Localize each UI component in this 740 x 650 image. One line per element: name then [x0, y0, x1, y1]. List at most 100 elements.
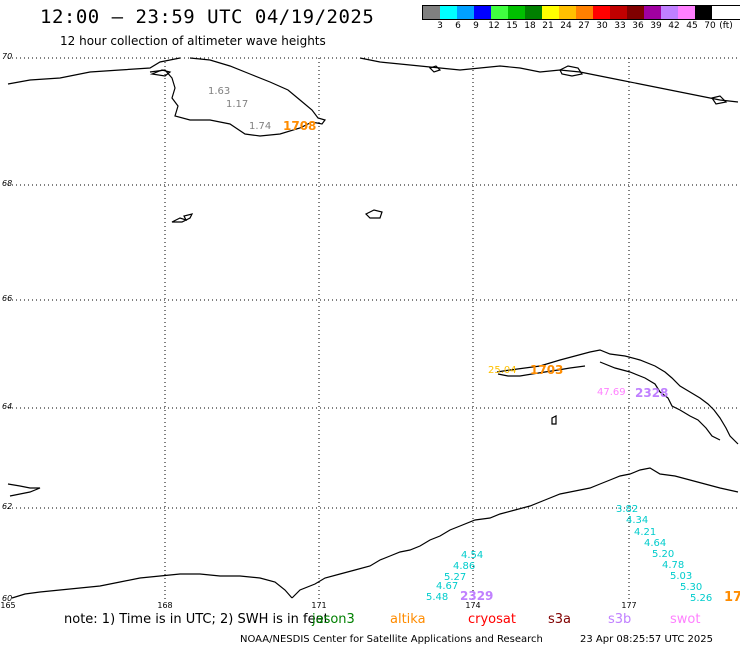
legend-tick-label: 39 — [650, 21, 662, 31]
wave-height-label: 4.86 — [453, 561, 475, 572]
lat-label: 68 — [2, 179, 13, 188]
wave-height-label: 5.20 — [652, 549, 674, 560]
satellite-label-swot: swot — [670, 612, 701, 627]
legend-tick-label: 33 — [614, 21, 626, 31]
legend-tick-label: 30 — [596, 21, 608, 31]
coastline — [7, 57, 739, 599]
legend-tick-label: 42 — [668, 21, 680, 31]
footer-credit: NOAA/NESDIS Center for Satellite Applica… — [240, 634, 543, 645]
wave-height-label: 4.78 — [662, 560, 684, 571]
wave-height-label: 17 — [724, 590, 740, 605]
lat-label: 70 — [2, 52, 13, 61]
lon-label: 174 — [465, 601, 481, 610]
legend-swatch — [593, 6, 610, 19]
legend-tick-label: 70 — [704, 21, 716, 31]
legend-tick-label: 45 — [686, 21, 698, 31]
legend-swatch — [525, 6, 542, 19]
wave-height-label: 4.67 — [436, 581, 458, 592]
legend-swatch — [678, 6, 695, 19]
legend-unit-label: (ft) — [719, 21, 733, 31]
wave-height-label: 5.30 — [680, 582, 702, 593]
wave-height-label: 2328 — [635, 386, 668, 400]
legend-swatch — [474, 6, 491, 19]
legend-swatch — [457, 6, 474, 19]
satellite-label-s3a: s3a — [548, 612, 572, 627]
wave-height-label: 4.34 — [626, 515, 648, 526]
legend-swatch — [440, 6, 457, 19]
legend-swatch — [627, 6, 644, 19]
wrangel-islet-east — [364, 209, 383, 219]
lon-label: 177 — [621, 601, 637, 610]
wave-height-legend: 3 6 9 12 15 18 21 24 27 30 33 36 39 42 45 70 (ft) — [422, 5, 740, 32]
wave-height-label: 1.74 — [249, 121, 271, 132]
footer-note: note: 1) Time is in UTC; 2) SWH is in fe… — [64, 612, 329, 627]
satellite-label-jason3: jason3 — [312, 612, 355, 627]
lat-label: 66 — [2, 294, 13, 303]
legend-labels: 3 6 9 12 15 18 21 24 27 30 33 36 39 42 45 70 (ft) — [422, 20, 740, 32]
lat-label: 62 — [2, 502, 13, 511]
wave-height-label: 5.03 — [670, 571, 692, 582]
legend-tick-label: 27 — [578, 21, 590, 31]
chaun-bay-coast — [149, 57, 327, 137]
wave-height-label: 4.64 — [644, 538, 666, 549]
wave-height-label: 1703 — [530, 363, 563, 377]
legend-swatch — [661, 6, 678, 19]
footer-timestamp: 23 Apr 08:25:57 UTC 2025 — [580, 634, 713, 645]
chukotka-north-coast — [7, 57, 181, 85]
kresta-bay — [497, 365, 586, 377]
wrangel-islet-west — [171, 213, 194, 223]
wave-height-label: 5.26 — [690, 593, 712, 604]
satellite-label-altika: altika — [390, 612, 426, 627]
wave-height-label: 3.82 — [616, 504, 638, 515]
lon-label: 171 — [311, 601, 327, 610]
east-siberian-coast — [359, 57, 739, 103]
legend-tick-label: 21 — [542, 21, 554, 31]
koryak-coast — [291, 467, 739, 599]
legend-tick-label: 12 — [488, 21, 500, 31]
lat-label: 60 — [2, 594, 13, 603]
legend-tick-label: 9 — [473, 21, 479, 31]
wave-height-label: 1708 — [283, 119, 316, 133]
ayon-island — [149, 69, 172, 77]
lat-label: 64 — [2, 402, 13, 411]
page-subtitle: 12 hour collection of altimeter wave hei… — [60, 34, 326, 48]
wave-height-label: 1.17 — [226, 99, 248, 110]
legend-swatch — [644, 6, 661, 19]
legend-color-bar — [422, 5, 740, 20]
southwest-coast — [11, 573, 293, 599]
lon-label: 168 — [157, 601, 173, 610]
legend-tick-label: 18 — [524, 21, 536, 31]
legend-tick-label: 36 — [632, 21, 644, 31]
chukotka-south-coast — [496, 349, 739, 445]
wave-height-label: 47.69 — [597, 387, 626, 398]
legend-swatch — [559, 6, 576, 19]
east-coast-islands — [428, 65, 728, 105]
graticule — [8, 57, 738, 600]
legend-tick-label: 3 — [437, 21, 443, 31]
west-coast-fragment — [7, 483, 41, 497]
satellite-label-cryosat: cryosat — [468, 612, 516, 627]
wave-height-label: 5.48 — [426, 592, 448, 603]
wave-height-label: 2329 — [460, 589, 493, 603]
legend-swatch — [610, 6, 627, 19]
legend-tick-label: 24 — [560, 21, 572, 31]
legend-swatch — [695, 6, 712, 19]
legend-swatch — [491, 6, 508, 19]
wave-height-label: 4.21 — [634, 527, 656, 538]
legend-swatch — [542, 6, 559, 19]
legend-tick-label: 6 — [455, 21, 461, 31]
legend-swatch — [508, 6, 525, 19]
wave-height-label: 4.54 — [461, 550, 483, 561]
wave-height-label: 1.63 — [208, 86, 230, 97]
legend-tick-label: 15 — [506, 21, 518, 31]
page-title: 12:00 – 23:59 UTC 04/19/2025 — [40, 6, 375, 28]
satellite-label-s3b: s3b — [608, 612, 632, 627]
anadyr-inlet — [599, 361, 721, 441]
wave-height-label: 5.27 — [444, 572, 466, 583]
small-island-64 — [551, 415, 557, 425]
lon-label: 165 — [0, 601, 16, 610]
legend-swatch — [576, 6, 593, 19]
